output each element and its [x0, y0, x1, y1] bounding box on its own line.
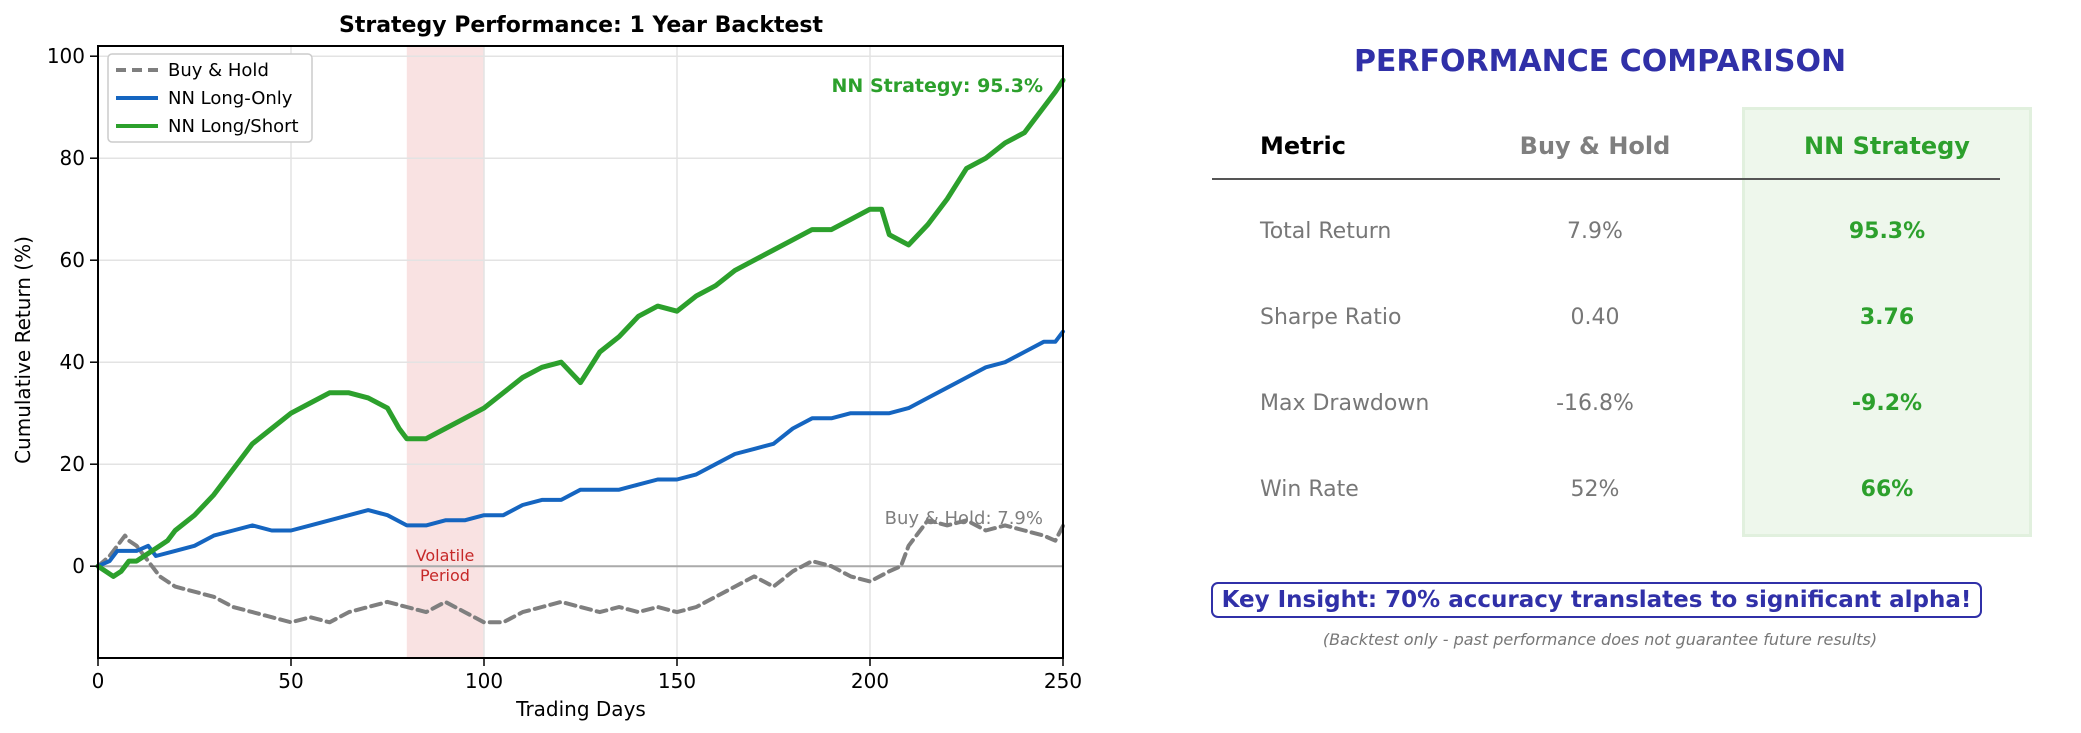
- grid-layer: [97, 46, 1064, 658]
- x-tick-label: 250: [1044, 669, 1082, 693]
- row-bh-max-drawdown: -16.8%: [1556, 391, 1634, 416]
- x-tick-label: 150: [658, 669, 696, 693]
- y-tick-label: 0: [72, 554, 85, 578]
- volatile-period-shade: [406, 46, 484, 658]
- y-tick-label: 20: [60, 452, 85, 476]
- series-layer: [95, 77, 1066, 625]
- legend-label: NN Long-Only: [168, 88, 293, 109]
- comparison-title: PERFORMANCE COMPARISON: [1353, 44, 1847, 79]
- header-metric: Metric: [1260, 132, 1346, 160]
- row-nn-win-rate: 66%: [1860, 477, 1914, 502]
- row-metric-win-rate: Win Rate: [1260, 477, 1359, 502]
- legend-label: Buy & Hold: [168, 60, 269, 81]
- series-line-nn-long-only: [96, 329, 1065, 569]
- bh-end-annotation: Buy & Hold: 7.9%: [885, 508, 1043, 529]
- chart-title: Strategy Performance: 1 Year Backtest: [339, 13, 823, 38]
- nn-end-annotation: NN Strategy: 95.3%: [832, 75, 1043, 97]
- disclaimer-text: (Backtest only - past performance does n…: [1322, 630, 1878, 649]
- header-nn-strategy: NN Strategy: [1804, 132, 1970, 160]
- legend-box: [107, 53, 313, 143]
- plot-frame: [97, 45, 1064, 659]
- key-insight-box: Key Insight: 70% accuracy translates to …: [1211, 582, 1982, 618]
- x-axis-label: Trading Days: [515, 697, 646, 721]
- row-nn-max-drawdown: -9.2%: [1851, 391, 1923, 416]
- series-line-nn-long-short: [95, 77, 1066, 579]
- y-axis-label: Cumulative Return (%): [11, 236, 35, 464]
- x-tick-label: 50: [278, 669, 303, 693]
- row-nn-total-return: 95.3%: [1848, 219, 1926, 244]
- row-bh-sharpe: 0.40: [1570, 305, 1620, 330]
- x-tick-label: 100: [465, 669, 503, 693]
- volatile-label-line2: Period: [420, 566, 470, 585]
- y-tick-label: 80: [60, 146, 85, 170]
- row-nn-sharpe: 3.76: [1859, 305, 1915, 330]
- header-buy-hold: Buy & Hold: [1519, 132, 1671, 160]
- legend-layer: Buy & Hold NN Long-Only NN Long/Short: [107, 53, 313, 143]
- series-line-buy-hold: [96, 518, 1065, 625]
- legend-label: NN Long/Short: [168, 116, 299, 137]
- row-metric-max-drawdown: Max Drawdown: [1260, 391, 1430, 416]
- row-bh-total-return: 7.9%: [1567, 219, 1623, 244]
- axis-layer: 0 50 100 150 200 250 0 20 40 60 80 100: [47, 44, 1082, 693]
- volatile-period-layer: [406, 46, 484, 658]
- volatile-label-line1: Volatile: [416, 546, 475, 565]
- row-metric-total-return: Total Return: [1260, 219, 1392, 244]
- performance-comparison-panel: PERFORMANCE COMPARISON Metric Buy & Hold…: [1200, 0, 2080, 733]
- y-tick-label: 100: [47, 44, 85, 68]
- row-metric-sharpe: Sharpe Ratio: [1260, 305, 1402, 330]
- header-divider: [1212, 178, 2000, 180]
- x-tick-label: 200: [851, 669, 889, 693]
- row-bh-win-rate: 52%: [1570, 477, 1620, 502]
- y-tick-label: 40: [60, 350, 85, 374]
- y-tick-label: 60: [60, 248, 85, 272]
- backtest-chart: 0 50 100 150 200 250 0 20 40 60 80 100 Buy & Hold NN…: [11, 13, 1082, 721]
- x-tick-label: 0: [92, 669, 105, 693]
